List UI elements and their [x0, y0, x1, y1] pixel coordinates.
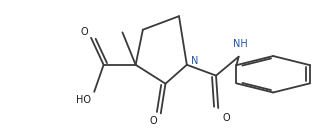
Text: O: O [223, 113, 230, 123]
Text: HO: HO [76, 94, 91, 104]
Text: O: O [80, 27, 88, 37]
Text: NH: NH [233, 39, 247, 49]
Text: O: O [149, 116, 157, 126]
Text: N: N [191, 56, 198, 66]
